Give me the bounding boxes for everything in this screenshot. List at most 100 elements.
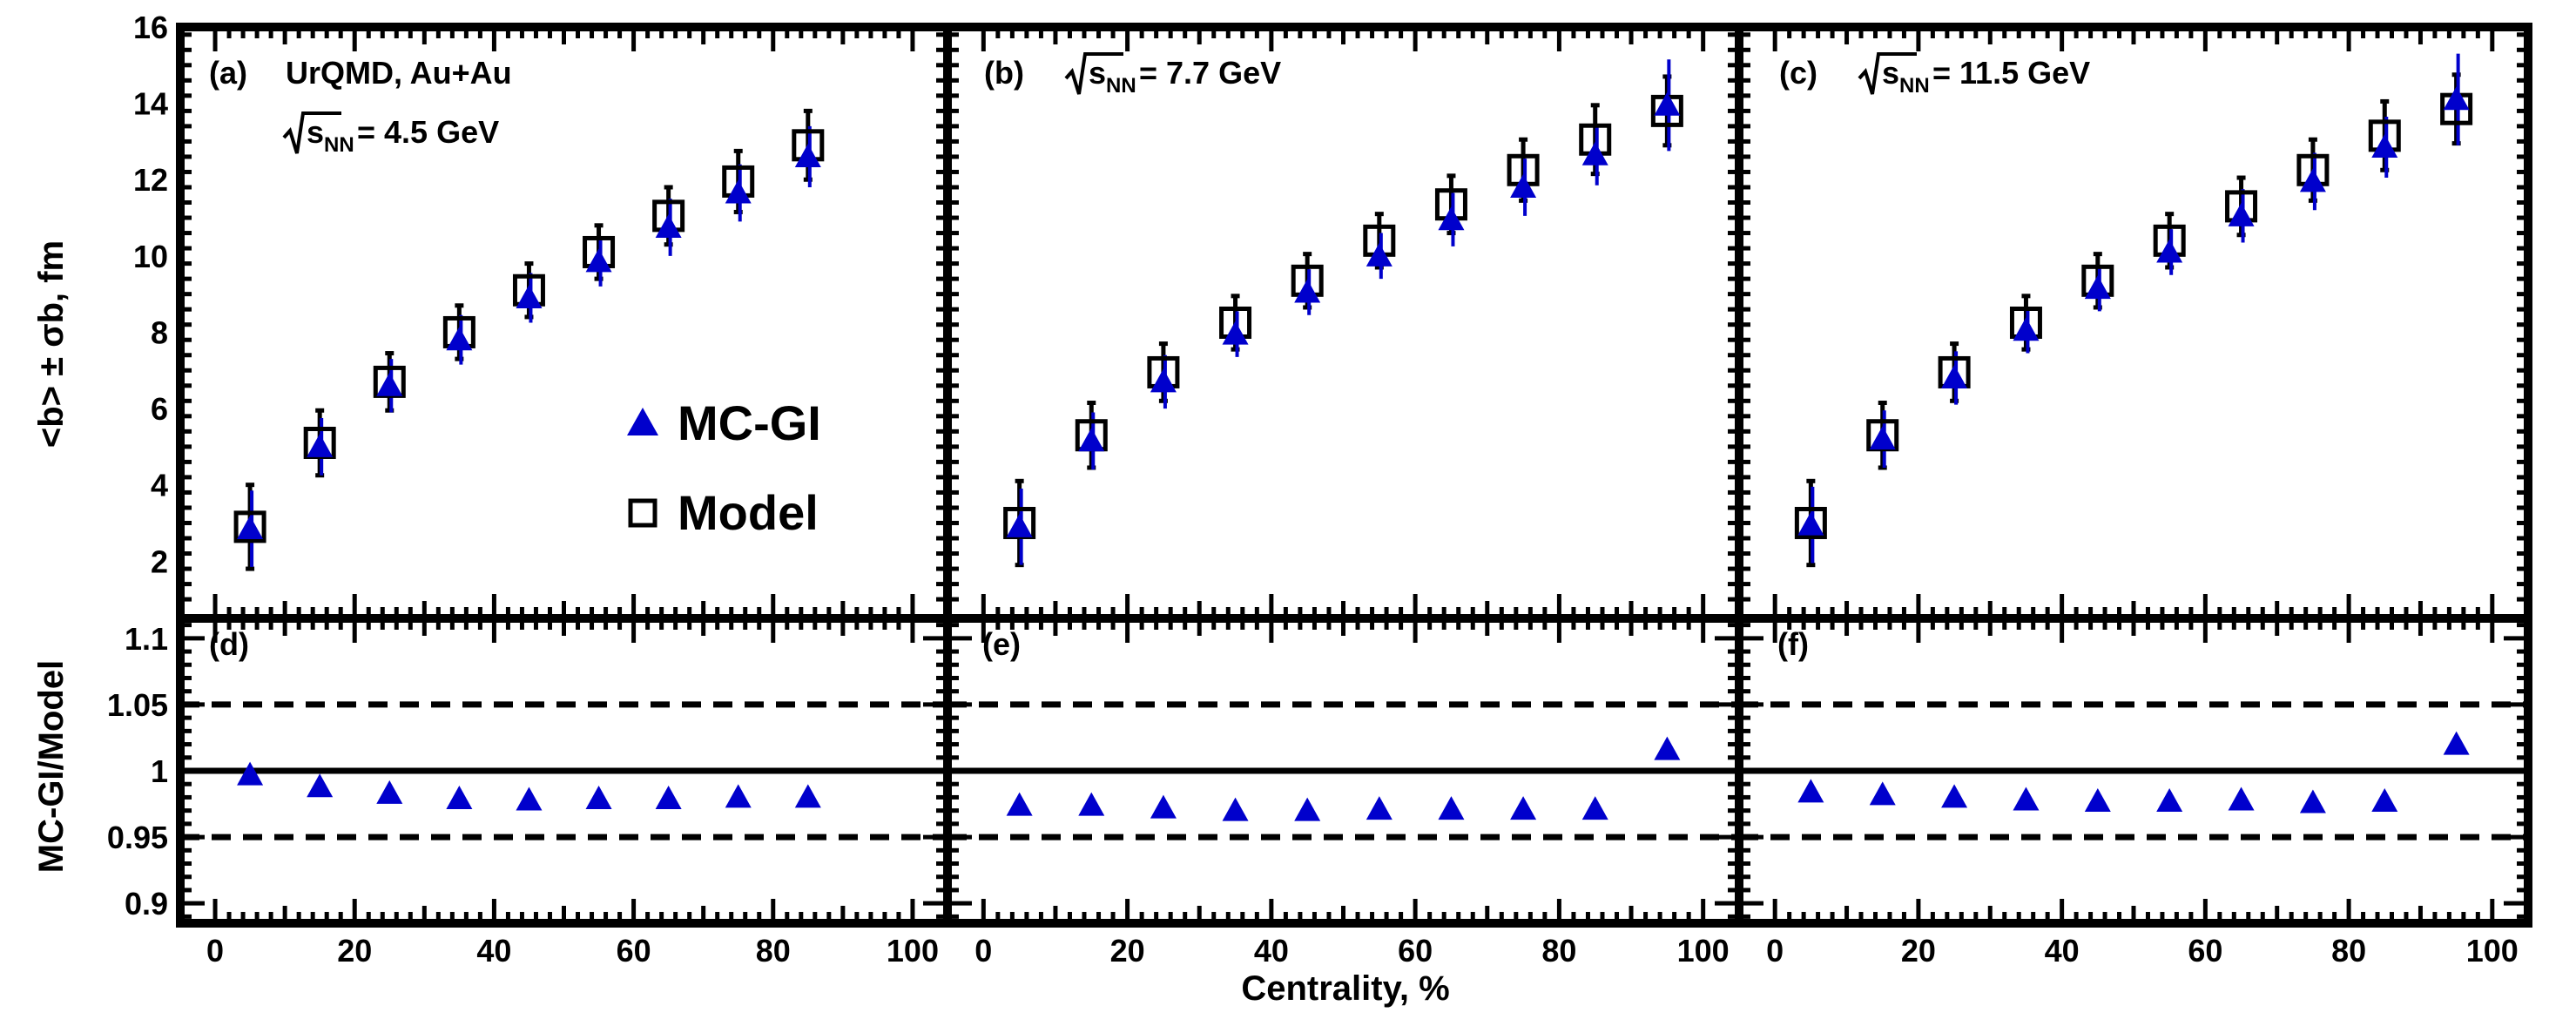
svg-text:s: s — [1882, 55, 1899, 91]
panel-d-ratio-point — [307, 773, 334, 798]
panel-a-ytick-label: 16 — [133, 10, 168, 45]
panel-b-mcgi-point — [1006, 513, 1033, 537]
legend-model-label: Model — [678, 485, 819, 540]
panel-e-xtick-label: 20 — [1110, 933, 1145, 969]
panel-a-mcgi-point — [725, 179, 752, 204]
panel-b-frame — [943, 23, 1743, 623]
panel-e-ratio-point — [1222, 797, 1249, 821]
panel-f-ratio-point — [2299, 789, 2326, 813]
svg-text:= 11.5 GeV: = 11.5 GeV — [1932, 55, 2090, 91]
panel-d-ratio-point — [516, 786, 543, 811]
panel-b-mcgi-point — [1654, 91, 1681, 116]
panel-b-label: (b) — [984, 55, 1024, 91]
label-layer: <b> ± σb, fm MC-GI/Model Centrality, % M… — [32, 52, 2090, 1008]
frame-layer: 2 4 6 8 10 12 14 16 0.9 0.95 1 1.05 1.1 0 20 40 60 80 100 0… — [107, 10, 2532, 969]
panel-c-mcgi-point — [1941, 365, 1968, 389]
panel-a-ytick-label: 4 — [151, 468, 168, 503]
panel-e-ratio-point — [1078, 792, 1105, 816]
panel-c-mcgi-point — [2228, 202, 2255, 226]
panel-c-mcgi-point — [2013, 317, 2040, 341]
legend-mcgi-label: MC-GI — [678, 395, 821, 450]
panel-b-mcgi-point — [1150, 368, 1177, 393]
panel-d-xtick-label: 0 — [206, 933, 224, 969]
panel-f-xtick-label: 40 — [2045, 933, 2080, 969]
panel-e-ratio-point — [1294, 797, 1321, 821]
panel-a-mcgi-point — [655, 213, 682, 238]
y-axis-label-bottom: MC-GI/Model — [32, 660, 71, 873]
panel-c-frame — [1735, 23, 2532, 623]
panel-c-mcgi-point — [2084, 275, 2111, 300]
panel-d-ytick-label: 0.9 — [125, 886, 168, 921]
panel-f-xtick-label: 100 — [2466, 933, 2519, 969]
panel-d-ytick-label: 0.95 — [107, 820, 168, 855]
panel-d-xtick-label: 40 — [476, 933, 511, 969]
panel-d-xtick-label: 60 — [617, 933, 651, 969]
panel-d-ratio-point — [376, 780, 403, 804]
panel-b-mcgi-point — [1294, 279, 1321, 303]
legend-mcgi-marker — [627, 408, 658, 435]
panel-f-ratio-point — [2084, 788, 2111, 812]
panel-e-ratio-point — [1006, 792, 1033, 816]
panel-f-ratio-point — [2443, 731, 2470, 755]
panel-d-ratio-point — [585, 785, 612, 809]
panel-d-xtick-label: 80 — [756, 933, 791, 969]
panel-f-xtick-label: 60 — [2188, 933, 2222, 969]
panel-e-ratio-point — [1510, 796, 1537, 820]
panel-a-energy: s NN = 4.5 GeV — [282, 111, 499, 157]
legend-model-marker — [628, 498, 657, 528]
svg-text:= 4.5 GeV: = 4.5 GeV — [357, 114, 499, 150]
panel-c-label: (c) — [1779, 55, 1817, 91]
panel-e-ratio-point — [1150, 794, 1177, 819]
panel-b-mcgi-point — [1078, 428, 1105, 452]
panel-a-mcgi-point — [516, 285, 543, 309]
panel-d-ratio-point — [655, 785, 682, 809]
panel-f-ratio-point — [2228, 786, 2255, 811]
panel-a-mcgi-point — [237, 516, 264, 540]
panel-d-ratio-point — [237, 761, 264, 786]
panel-a-label: (a) — [209, 55, 247, 91]
panel-a-ytick-label: 12 — [133, 162, 168, 198]
panel-f-xtick-label: 20 — [1901, 933, 1936, 969]
panel-c-mcgi-point — [2371, 133, 2398, 158]
panel-a-ytick-label: 6 — [151, 391, 168, 427]
panel-a-mcgi-point — [376, 372, 403, 396]
panel-e-xtick-label: 0 — [974, 933, 992, 969]
panel-d-xtick-label: 100 — [887, 933, 939, 969]
panel-d-xtick-label: 20 — [337, 933, 372, 969]
panel-f-ratio-point — [2156, 788, 2183, 812]
panel-b-mcgi-point — [1510, 173, 1537, 198]
panel-f-ratio-point — [1941, 784, 1968, 808]
y-axis-label-top: <b> ± σb, fm — [32, 240, 71, 448]
panel-f-xtick-label: 80 — [2331, 933, 2366, 969]
panel-b-energy: s NN = 7.7 GeV — [1064, 52, 1281, 98]
svg-text:NN: NN — [1899, 74, 1930, 98]
panel-d-label: (d) — [209, 626, 249, 662]
panel-f-ratio-point — [2013, 786, 2040, 811]
svg-text:s: s — [1089, 55, 1106, 91]
panel-f-xtick-label: 0 — [1766, 933, 1784, 969]
panel-a-ytick-label: 2 — [151, 543, 168, 579]
panel-b-mcgi-point — [1222, 321, 1249, 345]
panel-b-mcgi-point — [1581, 141, 1608, 165]
panel-f-ratio-point — [1869, 781, 1896, 806]
panel-d-ytick-label: 1.05 — [107, 687, 168, 723]
panel-a-ytick-label: 14 — [133, 86, 168, 122]
panel-a-mcgi-point — [794, 143, 821, 167]
panel-d-ratio-point — [725, 784, 752, 808]
panel-e-ratio-point — [1438, 796, 1465, 820]
panel-d-ratio-point — [446, 785, 473, 809]
panel-c-energy: s NN = 11.5 GeV — [1858, 52, 2090, 98]
svg-text:NN: NN — [324, 133, 354, 157]
panel-e-ratio-point — [1581, 796, 1608, 820]
panel-c-mcgi-point — [2156, 239, 2183, 263]
panel-c-mcgi-point — [2443, 86, 2470, 111]
panel-b-mcgi-point — [1438, 206, 1465, 231]
svg-text:NN: NN — [1106, 74, 1136, 98]
panel-a-mcgi-point — [585, 248, 612, 273]
panel-d-ytick-label: 1.1 — [125, 621, 168, 657]
panel-e-ratio-point — [1654, 736, 1681, 760]
panel-a-ytick-label: 8 — [151, 314, 168, 350]
panel-a-system: UrQMD, Au+Au — [286, 55, 512, 91]
panel-b-mcgi-point — [1366, 242, 1393, 267]
